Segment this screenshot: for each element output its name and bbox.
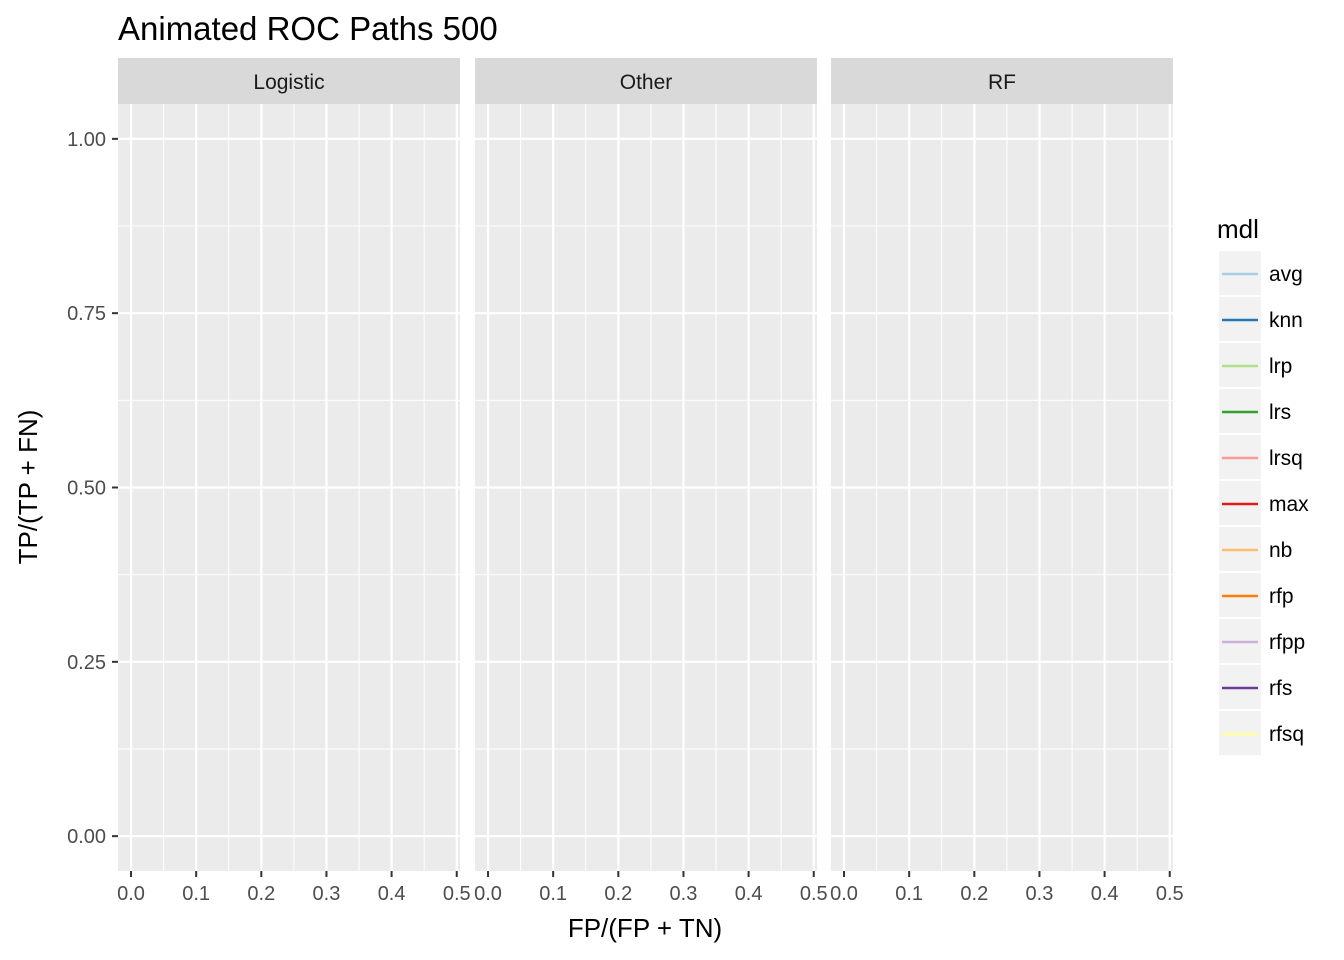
- chart-title: Animated ROC Paths 500: [118, 10, 498, 47]
- facet-strip: [831, 58, 1173, 104]
- facet-strip-label: RF: [988, 71, 1016, 94]
- legend-label: rfs: [1269, 677, 1292, 700]
- legend-label: knn: [1269, 309, 1303, 332]
- x-tick-label: 0.3: [1026, 883, 1054, 905]
- x-axis-title: FP/(FP + TN): [568, 913, 722, 943]
- legend-label: max: [1269, 493, 1309, 516]
- y-tick-label: 0.50: [67, 478, 106, 500]
- y-tick-label: 0.75: [67, 303, 106, 325]
- legend-title: mdl: [1217, 214, 1259, 244]
- x-tick-label: 0.1: [182, 883, 210, 905]
- legend-item-nb: nb: [1219, 527, 1292, 571]
- legend-label: nb: [1269, 539, 1292, 562]
- x-tick-label: 0.3: [670, 883, 698, 905]
- facet-strip: [475, 58, 817, 104]
- legend-item-lrs: lrs: [1219, 389, 1291, 433]
- x-tick-label: 0.4: [378, 883, 406, 905]
- legend: mdl avg knn lrp lrs lrsq max nb rfp rfpp rfs rfsq: [1217, 214, 1309, 755]
- legend-label: lrp: [1269, 355, 1292, 378]
- legend-label: rfp: [1269, 585, 1294, 608]
- facet-panel-rf: RF 0.0 0.1 0.2 0.3 0.4 0.5: [830, 58, 1184, 905]
- x-tick-label: 0.0: [830, 883, 858, 905]
- facet-panel-other: Other 0.0 0.1 0.2 0.3 0.4 0.5: [474, 58, 828, 905]
- x-tick-label: 0.5: [1156, 883, 1184, 905]
- x-tick-label: 0.3: [313, 883, 341, 905]
- legend-item-rfsq: rfsq: [1219, 711, 1304, 755]
- y-tick-label: 1.00: [67, 129, 106, 151]
- x-tick-label: 0.0: [474, 883, 502, 905]
- x-tick-label: 0.5: [443, 883, 471, 905]
- y-axis: 0.00 0.25 0.50 0.75 1.00: [67, 129, 118, 848]
- x-tick-label: 0.2: [247, 883, 275, 905]
- legend-item-rfs: rfs: [1219, 665, 1292, 709]
- legend-item-avg: avg: [1219, 251, 1303, 295]
- legend-label: avg: [1269, 263, 1303, 286]
- x-tick-label: 0.5: [800, 883, 828, 905]
- y-tick-label: 0.25: [67, 652, 106, 674]
- legend-label: lrsq: [1269, 447, 1303, 470]
- facet-strip-label: Other: [620, 71, 673, 94]
- x-tick-label: 0.2: [604, 883, 632, 905]
- x-tick-label: 0.0: [117, 883, 145, 905]
- facet-strip-label: Logistic: [253, 71, 324, 94]
- x-tick-label: 0.4: [1091, 883, 1119, 905]
- facet-strip: [118, 58, 460, 104]
- x-tick-label: 0.2: [960, 883, 988, 905]
- legend-item-lrsq: lrsq: [1219, 435, 1303, 479]
- y-tick-label: 0.00: [67, 826, 106, 848]
- legend-label: lrs: [1269, 401, 1291, 424]
- legend-item-rfpp: rfpp: [1219, 619, 1305, 663]
- legend-item-max: max: [1219, 481, 1309, 525]
- legend-item-rfp: rfp: [1219, 573, 1294, 617]
- facet-panels: Logistic 0.0 0.1 0.2 0.3 0.4 0.5 Other 0.0 0.1 0.2…: [117, 58, 1184, 905]
- legend-label: rfsq: [1269, 723, 1304, 746]
- y-axis-title: TP/(TP + FN): [13, 410, 43, 565]
- facet-panel-logistic: Logistic 0.0 0.1 0.2 0.3 0.4 0.5: [117, 58, 471, 905]
- x-tick-label: 0.1: [539, 883, 567, 905]
- x-tick-label: 0.4: [735, 883, 763, 905]
- legend-label: rfpp: [1269, 631, 1305, 654]
- legend-item-knn: knn: [1219, 297, 1303, 341]
- x-tick-label: 0.1: [895, 883, 923, 905]
- legend-item-lrp: lrp: [1219, 343, 1292, 387]
